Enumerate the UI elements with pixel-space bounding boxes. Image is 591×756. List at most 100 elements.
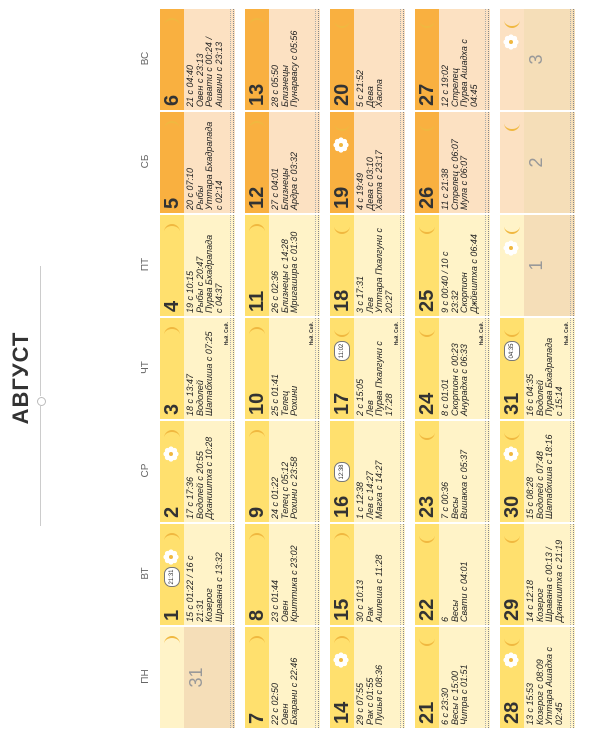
day-info: 20 с 07:10 Рыбы Уттара Бхадрапада с 02:1…: [185, 121, 224, 210]
day-header-band: 15: [330, 524, 354, 625]
waning-moon-icon: [503, 634, 521, 648]
waxing-moon-icon: [333, 531, 351, 545]
day-header-band: 4: [160, 215, 184, 316]
day-header-band: 19: [330, 112, 354, 213]
day-cell[interactable]: 20 5 с 21:52 Дева Хаста: [330, 9, 405, 110]
note-line: [403, 215, 404, 316]
day-cell[interactable]: 9 24 с 01:22 Телец с 05:12 Рохини с 23:58: [245, 421, 320, 522]
day-header-band: 6: [160, 9, 184, 110]
day-header-band: 25: [415, 215, 439, 316]
weekday-label: ПТ: [140, 257, 151, 272]
note-line: [403, 9, 404, 110]
day-cell[interactable]: 2: [500, 112, 575, 213]
note-line: [233, 421, 234, 522]
day-cell[interactable]: 24 8 с 01:01 Скорпион с 00:23 Анурадха с …: [415, 318, 490, 419]
note-line: [570, 524, 571, 625]
day-info: 25 с 01:41 Телец Рохини: [270, 373, 299, 416]
waning-moon-icon: [418, 222, 436, 236]
note-line: [570, 112, 571, 213]
day-cell[interactable]: 16 12:38 1 с 12:38 Лев с 14:27 Магха с 14:…: [330, 421, 405, 522]
day-cell[interactable]: 27 12 с 19:02 Стрелец Пурва Ашадха с 04:4…: [415, 9, 490, 110]
day-cell[interactable]: 12 27 с 04:01 Близнецы Ардра с 03:32: [245, 112, 320, 213]
day-cell[interactable]: 22 6 Весы Свати с 04:01: [415, 524, 490, 625]
day-cell[interactable]: 11 26 с 02:36 Близнецы с 14:28 Мригашира …: [245, 215, 320, 316]
weekday-label: ВТ: [140, 567, 151, 580]
waning-moon-icon: [418, 16, 436, 30]
day-number: 30: [501, 495, 523, 518]
day-number: 13: [246, 83, 268, 106]
day-cell[interactable]: 31 04:35 16 с 04:35 Водолей Пурва Бхадрапа…: [500, 318, 575, 419]
day-cell[interactable]: 21 6 с 23:30 Весы с 15:00 Читра с 01:51: [415, 627, 490, 728]
day-cell[interactable]: 25 9 с 00:40 / 10 с 23:32 Скорпион Джйешт…: [415, 215, 490, 316]
day-number: 26: [416, 186, 438, 209]
day-number: 11: [246, 290, 268, 312]
waning-moon-icon: [333, 222, 351, 236]
day-info: 28 с 05:50 Близнецы Пунарвасу с 05:56: [270, 30, 299, 107]
day-header-band: 26: [415, 112, 439, 213]
day-cell[interactable]: 7 22 с 02:50 Овен Бхарани с 22:46: [245, 627, 320, 728]
day-info: 5 с 21:52 Дева Хаста: [355, 69, 384, 107]
waxing-moon-icon: [248, 325, 266, 339]
note-line: [573, 524, 574, 625]
day-cell[interactable]: 15 30 с 10:13 Рак Ашлеша с 11:28: [330, 524, 405, 625]
note-line: [400, 524, 401, 625]
day-cell[interactable]: 18 3 с 17:31 Лев Уттара Пхалгуни с 20:27: [330, 215, 405, 316]
note-line: [315, 215, 316, 316]
note-line: [573, 421, 574, 522]
note-line: [403, 421, 404, 522]
day-cell[interactable]: 10 25 с 01:41 Телец Рохини Ньй. Сей.: [245, 318, 320, 419]
note-line: [570, 9, 571, 110]
day-info: 15 с 08:28 Водолей с 07:48 Шатабхиша с 1…: [525, 434, 554, 519]
day-cell[interactable]: 2 17 с 17:36 Водолей с 20:55 Дхаништха с …: [160, 421, 235, 522]
day-cell[interactable]: 1 21:31 15 с 01:22 / 16 с 21:31 Козерог Шр…: [160, 524, 235, 625]
day-info: 9 с 00:40 / 10 с 23:32 Скорпион Джйештха…: [440, 234, 479, 313]
note-line: [400, 627, 401, 728]
day-number: 31: [501, 392, 523, 415]
day-cell[interactable]: 3 18 с 13:47 Водолей Шатабхиша с 07:25 Ньй…: [160, 318, 235, 419]
day-header-band: 8: [245, 524, 269, 625]
day-cell[interactable]: 5 20 с 07:10 Рыбы Уттара Бхадрапада с 02:…: [160, 112, 235, 213]
day-cell[interactable]: 3: [500, 9, 575, 110]
waning-moon-icon: [418, 634, 436, 648]
waning-moon-icon: [333, 325, 351, 339]
day-number: 23: [416, 495, 438, 518]
day-cell[interactable]: 14 29 с 07:55 Рак с 01:55 Пушья с 08:36: [330, 627, 405, 728]
day-number: 18: [331, 289, 353, 312]
day-info: 29 с 07:55 Рак с 01:55 Пушья с 08:36: [355, 664, 384, 725]
day-cell[interactable]: 6 21 с 04:40 Овен с 23:13 Ревати с 00:24 …: [160, 9, 235, 110]
day-info: 27 с 04:01 Близнецы Ардра с 03:32: [270, 151, 299, 210]
day-cell[interactable]: 8 23 с 01:44 Овен Криттика с 23:02: [245, 524, 320, 625]
day-info: 15 с 01:22 / 16 с 21:31 Козерог Шравана …: [185, 552, 224, 622]
day-cell[interactable]: 17 11:02 2 с 15:05 Лев Пурва Пхалгуни с 17…: [330, 318, 405, 419]
note-line: [573, 215, 574, 316]
day-header-band: 7: [245, 627, 269, 728]
adjacent-month-day: 31: [186, 667, 206, 688]
day-cell[interactable]: 26 11 с 21:38 Стрелец с 06:07 Мула с 06:0…: [415, 112, 490, 213]
day-cell[interactable]: 30 15 с 08:28 Водолей с 07:48 Шатабхиша с…: [500, 421, 575, 522]
day-cell[interactable]: 19 4 с 19:49 Дева с 03:10 Хаста с 23:17: [330, 112, 405, 213]
day-cell[interactable]: 4 19 с 10:15 Рыбы с 20:47 Пурва Бхадрапад…: [160, 215, 235, 316]
waxing-moon-icon: [248, 16, 266, 30]
day-cell[interactable]: 28 13 с 15:53 Козерог с 08:09 Уттара Ашад…: [500, 627, 575, 728]
day-header-band: 27: [415, 9, 439, 110]
day-cell[interactable]: 23 7 с 00:36 Весы Вишакха с 05:37: [415, 421, 490, 522]
day-header-band: 2: [160, 421, 184, 522]
day-header-band: 22: [415, 524, 439, 625]
note-line: [570, 627, 571, 728]
day-info: 2 с 15:05 Лев Пурва Пхалгуни с 17:28: [355, 341, 394, 416]
day-header-band: 30: [500, 421, 524, 522]
day-header-band: 24: [415, 318, 439, 419]
day-info: 21 с 04:40 Овен с 23:13 Ревати с 00:24 /…: [185, 37, 224, 107]
note-line: [233, 9, 234, 110]
day-cell[interactable]: 31: [160, 627, 235, 728]
day-header-band: 5: [160, 112, 184, 213]
day-cell[interactable]: 1: [500, 215, 575, 316]
day-cell[interactable]: 29 14 с 12:18 Козерог Шравана с 00:13 / Д…: [500, 524, 575, 625]
note-line: [485, 112, 486, 213]
note-line: [573, 627, 574, 728]
note-line: [315, 524, 316, 625]
note-line: [400, 421, 401, 522]
day-cell[interactable]: 13 28 с 05:50 Близнецы Пунарвасу с 05:56: [245, 9, 320, 110]
day-number: 6: [161, 94, 183, 106]
note-line: [400, 318, 401, 419]
